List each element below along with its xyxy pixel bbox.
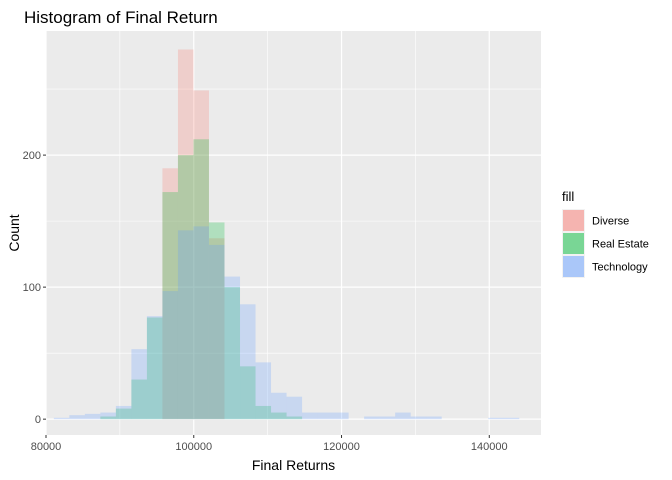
grid-lines bbox=[45, 31, 541, 435]
y-axis: 0 100 200 bbox=[23, 150, 46, 426]
legend-label: Diverse bbox=[592, 216, 629, 228]
histogram-bar bbox=[193, 139, 209, 420]
histogram-bar bbox=[379, 416, 396, 420]
plot-panel bbox=[46, 31, 541, 435]
histogram-bar bbox=[333, 412, 349, 420]
legend-key-technology bbox=[563, 256, 584, 277]
y-tick-label: 200 bbox=[23, 150, 41, 162]
legend-label: Technology bbox=[592, 262, 648, 274]
legend: fill Diverse Real Estate Technology bbox=[562, 189, 649, 278]
x-tick-label: 120000 bbox=[323, 441, 360, 453]
legend-title: fill bbox=[562, 189, 574, 204]
x-axis-title: Final Returns bbox=[252, 457, 335, 473]
histogram-bar bbox=[240, 304, 256, 420]
histogram-bar bbox=[131, 379, 147, 420]
histogram-bar bbox=[364, 416, 380, 420]
histogram-bar bbox=[255, 362, 272, 420]
x-tick-label: 80000 bbox=[31, 441, 62, 453]
series-technology bbox=[53, 226, 520, 420]
histogram-bar bbox=[395, 412, 411, 420]
chart-title: Histogram of Final Return bbox=[24, 8, 218, 27]
histogram-bar bbox=[503, 417, 520, 420]
histogram-bars bbox=[53, 49, 520, 420]
legend-key-diverse bbox=[563, 210, 584, 231]
histogram-bar bbox=[162, 168, 178, 420]
series-real-estate bbox=[100, 139, 303, 420]
histogram-bar bbox=[208, 244, 225, 420]
histogram-bar bbox=[177, 49, 194, 420]
histogram-bar bbox=[426, 416, 442, 420]
x-tick-label: 100000 bbox=[175, 441, 212, 453]
series-diverse bbox=[162, 49, 225, 420]
histogram-bar bbox=[208, 238, 225, 420]
histogram-bar bbox=[317, 412, 334, 420]
histogram-bar bbox=[177, 155, 194, 420]
x-axis: 80000 100000 120000 140000 bbox=[31, 435, 508, 453]
histogram-bar bbox=[69, 415, 85, 420]
histogram-bar bbox=[286, 396, 303, 420]
histogram-bar bbox=[146, 317, 163, 420]
histogram-bar bbox=[131, 349, 147, 420]
histogram-bar bbox=[208, 222, 225, 420]
histogram-bar bbox=[193, 90, 209, 420]
histogram-bar bbox=[410, 416, 427, 420]
histogram-bar bbox=[115, 405, 132, 420]
legend-key-real-estate bbox=[563, 233, 584, 254]
histogram-bar bbox=[271, 392, 287, 420]
histogram-bar bbox=[162, 291, 178, 420]
histogram-bar bbox=[100, 416, 116, 420]
histogram-bar bbox=[271, 412, 287, 420]
histogram-bar bbox=[193, 226, 209, 420]
histogram-bar bbox=[255, 405, 272, 420]
histogram-bar bbox=[53, 417, 70, 420]
histogram-bar bbox=[224, 276, 241, 420]
histogram-bar bbox=[84, 413, 101, 420]
histogram-bar bbox=[286, 416, 303, 420]
histogram-bar bbox=[224, 287, 241, 420]
histogram-bar bbox=[100, 412, 116, 420]
histogram-bar bbox=[162, 192, 178, 420]
y-axis-title: Count bbox=[6, 214, 22, 251]
x-tick-label: 140000 bbox=[471, 441, 508, 453]
legend-label: Real Estate bbox=[592, 239, 649, 251]
histogram-bar bbox=[115, 408, 132, 420]
histogram-bar bbox=[177, 230, 194, 420]
histogram-bar bbox=[146, 316, 163, 420]
histogram-bar bbox=[240, 366, 256, 420]
histogram-bar bbox=[302, 412, 318, 420]
y-tick-label: 100 bbox=[23, 282, 41, 294]
histogram-bar bbox=[488, 417, 504, 420]
y-tick-label: 0 bbox=[35, 414, 41, 426]
